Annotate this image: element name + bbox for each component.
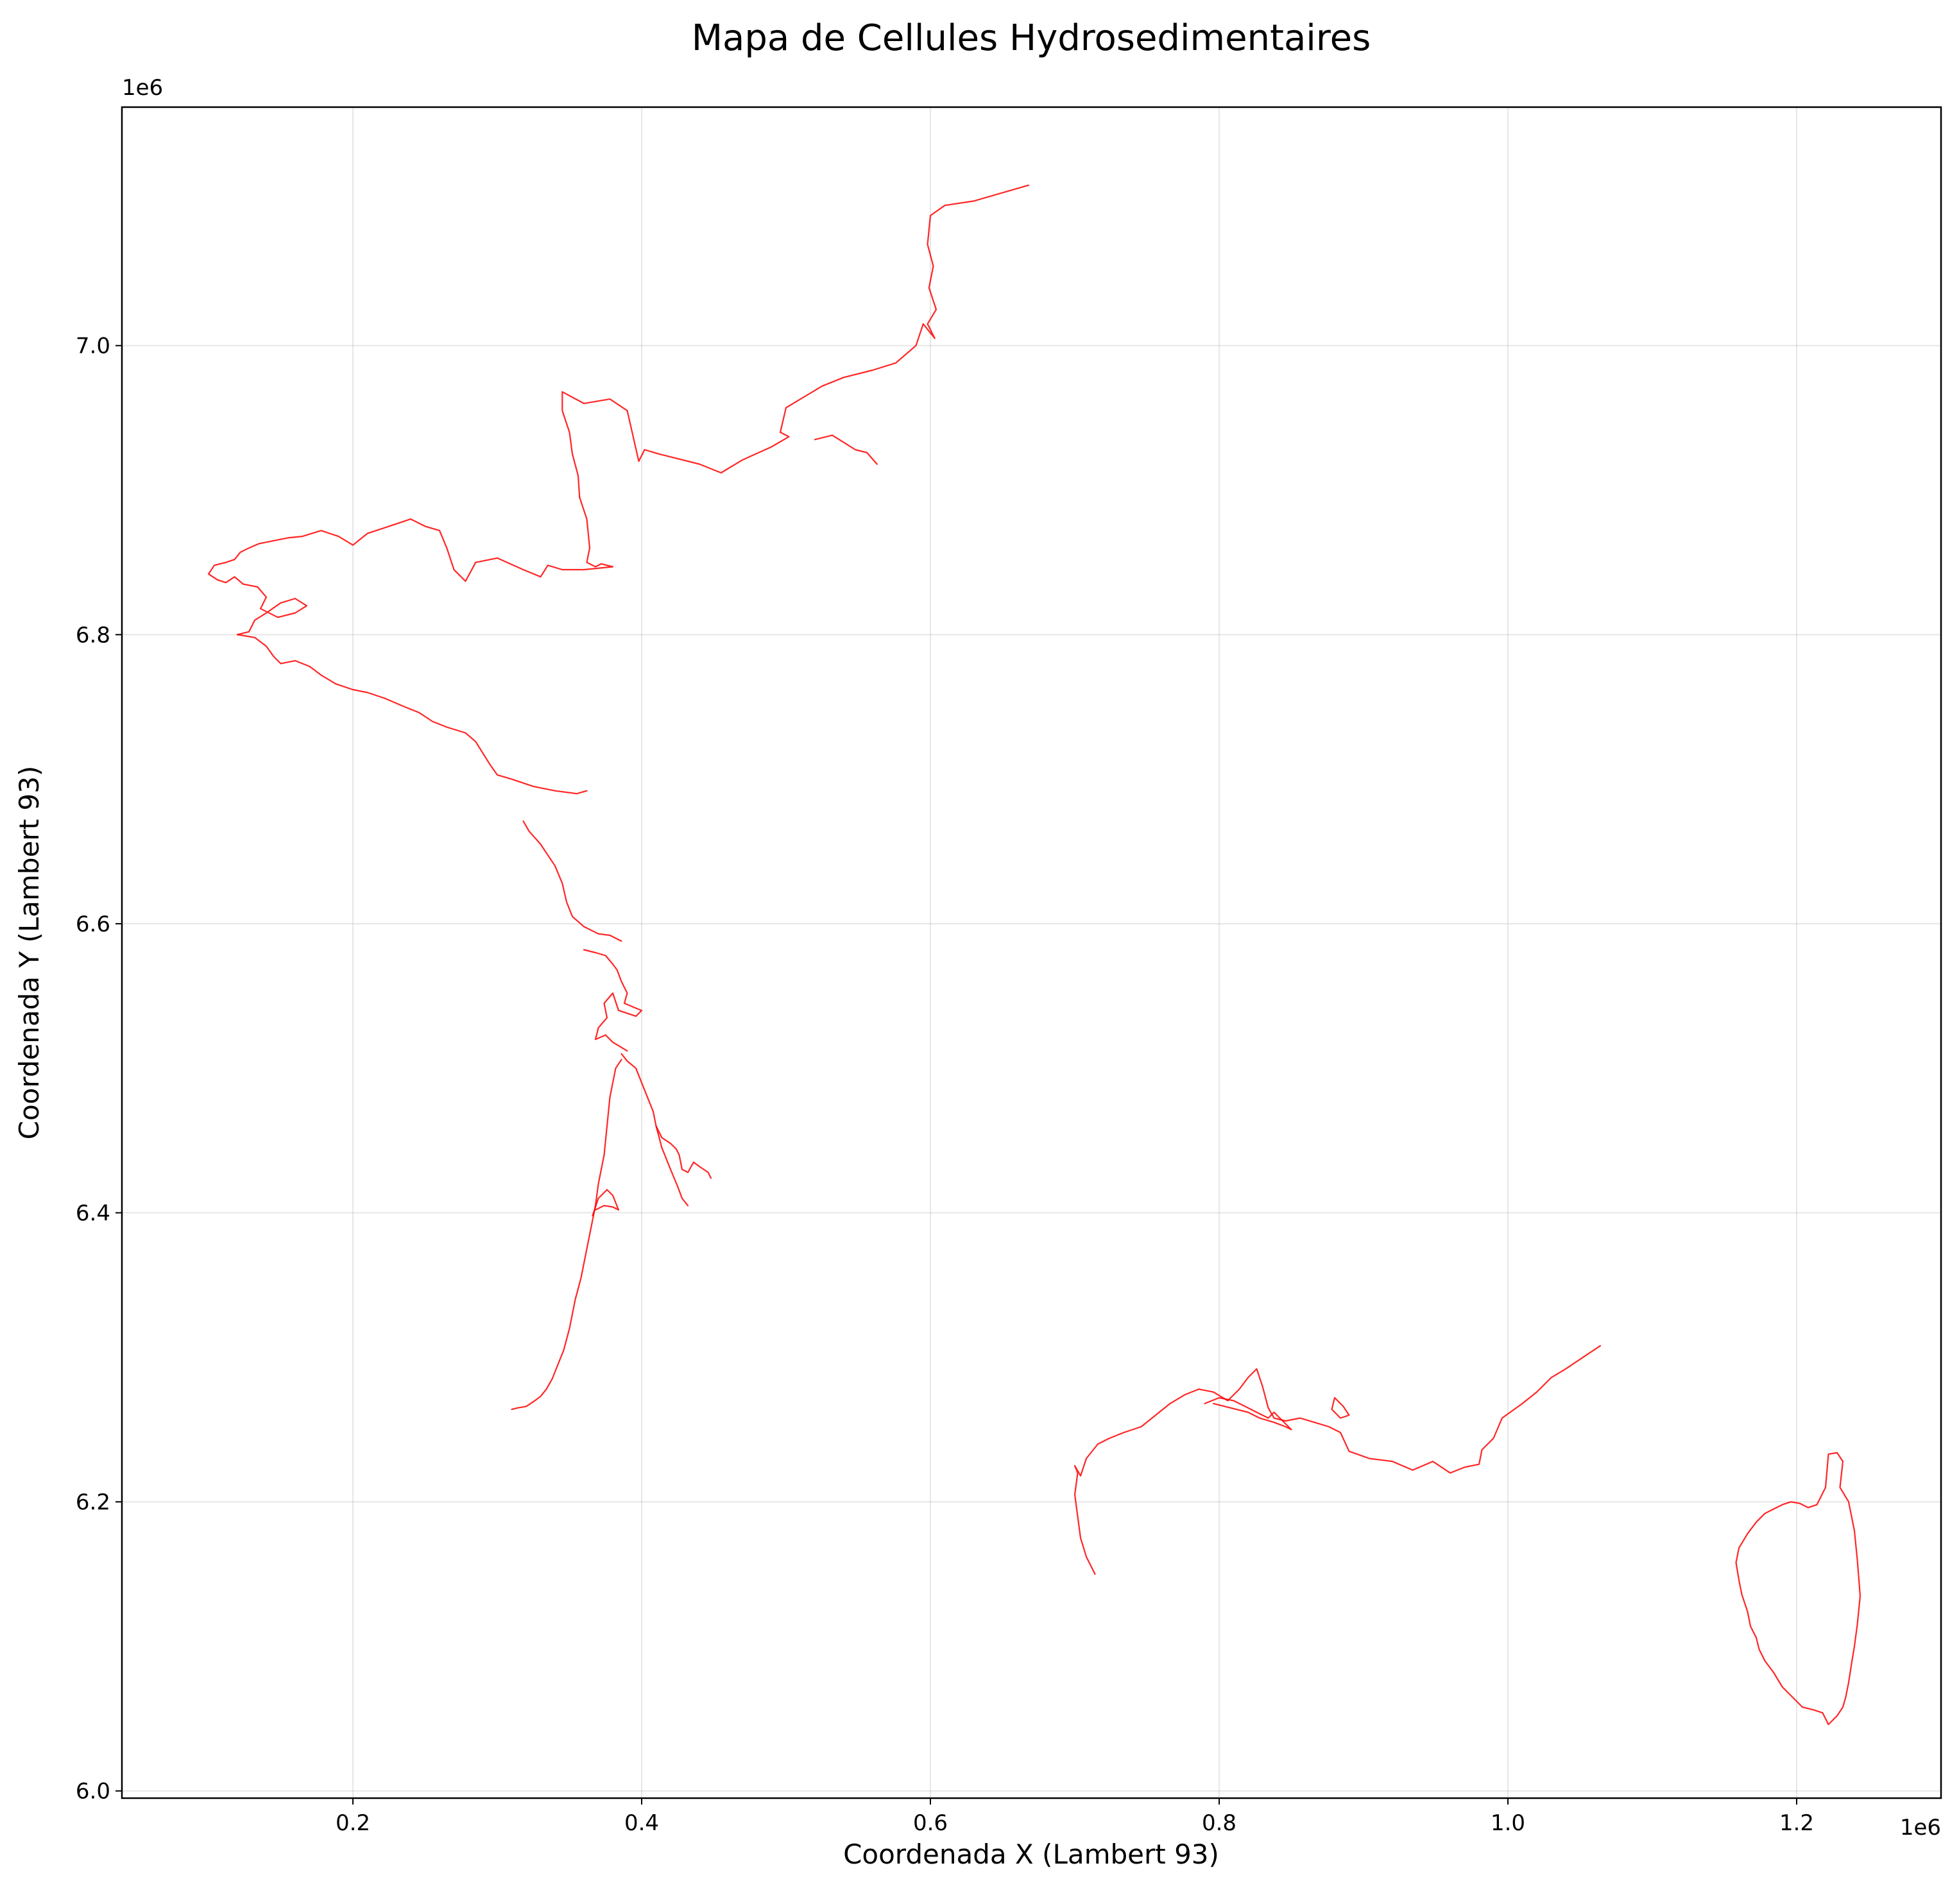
y-tick-label: 6.6: [76, 912, 110, 937]
tick-layer: 0.2 0.4 0.6 0.8 1.0 1.2 6.0 6.2 6.4 6.6 6.8 7.0: [76, 334, 1814, 1836]
coastline-segment-6: [583, 949, 643, 1052]
y-offset-label: 1e6: [122, 75, 163, 101]
x-tick-label: 0.6: [913, 1810, 948, 1836]
coastline-segment-2: [814, 434, 878, 465]
x-tick-label: 0.4: [624, 1810, 659, 1836]
coastline-segment-1: [561, 184, 1030, 498]
y-tick-label: 7.0: [76, 334, 110, 359]
y-axis-label: Coordenada Y (Lambert 93): [13, 766, 45, 1140]
coastline-segment-14: [1735, 1452, 1861, 1726]
coastline-layer: [207, 184, 1861, 1726]
coastline-segment-8: [655, 1125, 689, 1207]
y-tick-label: 6.8: [76, 622, 110, 648]
coastline-segment-4: [236, 634, 588, 795]
coastline-segment-10: [592, 1189, 620, 1217]
coastline-segment-11: [1074, 1345, 1602, 1575]
x-tick-label: 1.2: [1779, 1810, 1814, 1836]
coastline-segment-3: [207, 497, 614, 636]
y-tick-label: 6.0: [76, 1779, 110, 1805]
x-tick-label: 0.8: [1202, 1810, 1236, 1836]
y-tick-label: 6.2: [76, 1490, 110, 1515]
x-tick-label: 0.2: [336, 1810, 370, 1836]
coastline-segment-7: [620, 1053, 712, 1179]
plot-frame: [121, 106, 1942, 1799]
x-offset-label: 1e6: [1900, 1815, 1941, 1840]
coastline-segment-12: [1204, 1397, 1292, 1431]
coastline-segment-13: [1331, 1397, 1350, 1419]
x-tick-label: 1.0: [1491, 1810, 1525, 1836]
chart-title: Mapa de Cellules Hydrosedimentaires: [692, 17, 1371, 59]
x-axis-label: Coordenada X (Lambert 93): [843, 1839, 1219, 1870]
coastline-segment-9: [511, 1058, 622, 1410]
y-tick-label: 6.4: [76, 1201, 110, 1227]
grid-layer: [122, 107, 1941, 1798]
coastline-segment-5: [522, 820, 622, 942]
